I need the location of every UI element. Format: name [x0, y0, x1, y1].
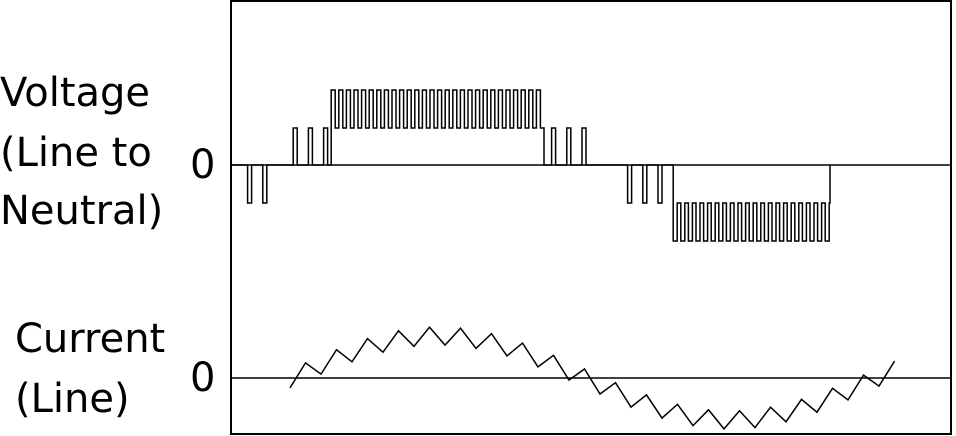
voltage-label: Neutral) [0, 188, 163, 234]
current-waveform [289, 326, 896, 431]
current-zero-label: 0 [190, 355, 215, 401]
voltage-zero-label: 0 [190, 142, 215, 188]
current-label: Current [15, 316, 165, 362]
frame [230, 0, 952, 435]
voltage-waveform [231, 89, 831, 242]
current-label: (Line) [15, 376, 130, 422]
voltage-label: (Line to [0, 130, 152, 176]
voltage-label: Voltage [0, 70, 150, 116]
